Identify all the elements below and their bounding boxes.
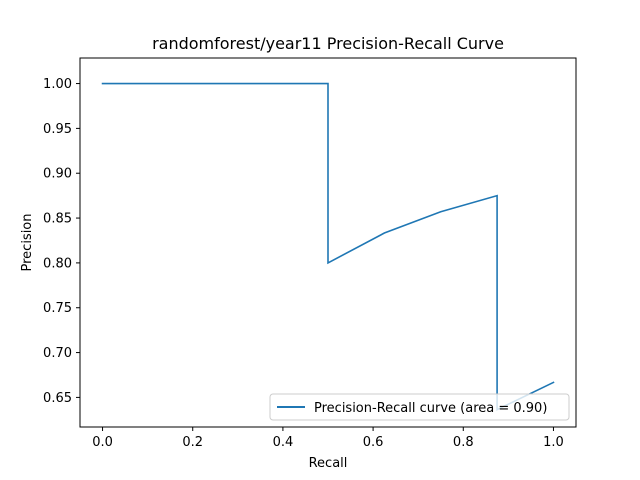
y-tick-label: 0.75 bbox=[43, 301, 72, 316]
x-tick-label: 0.8 bbox=[453, 435, 474, 450]
x-tick-label: 1.0 bbox=[543, 435, 564, 450]
series-layer bbox=[101, 82, 555, 411]
legend-box bbox=[269, 393, 570, 421]
series-line bbox=[101, 82, 555, 411]
y-tick-label: 0.65 bbox=[43, 391, 72, 406]
y-axis-label: Precision bbox=[20, 213, 35, 271]
y-tick-label: 1.00 bbox=[43, 77, 72, 92]
y-tick-label: 0.85 bbox=[43, 212, 72, 227]
y-tick-label: 0.70 bbox=[43, 346, 72, 361]
x-tick-label: 0.6 bbox=[363, 435, 384, 450]
x-axis-label: Recall bbox=[309, 456, 348, 471]
x-axis-ticks: 0.0 0.2 0.4 0.6 0.8 1.0 bbox=[92, 427, 564, 450]
legend-entry-label: Precision-Recall curve (area = 0.90) bbox=[314, 401, 547, 416]
x-tick-label: 0.0 bbox=[92, 435, 113, 450]
chart-title: randomforest/year11 Precision-Recall Cur… bbox=[152, 34, 504, 53]
y-axis-ticks: 0.65 0.70 0.75 0.80 0.85 0.90 0.95 1.00 bbox=[43, 77, 80, 406]
y-tick-label: 0.95 bbox=[43, 122, 72, 137]
x-tick-label: 0.4 bbox=[273, 435, 294, 450]
x-tick-label: 0.2 bbox=[182, 435, 203, 450]
y-tick-label: 0.80 bbox=[43, 256, 72, 271]
legend: Precision-Recall curve (area = 0.90) bbox=[269, 393, 570, 421]
plot-area bbox=[79, 57, 577, 428]
y-tick-label: 0.90 bbox=[43, 167, 72, 182]
plot-frame bbox=[79, 57, 577, 428]
